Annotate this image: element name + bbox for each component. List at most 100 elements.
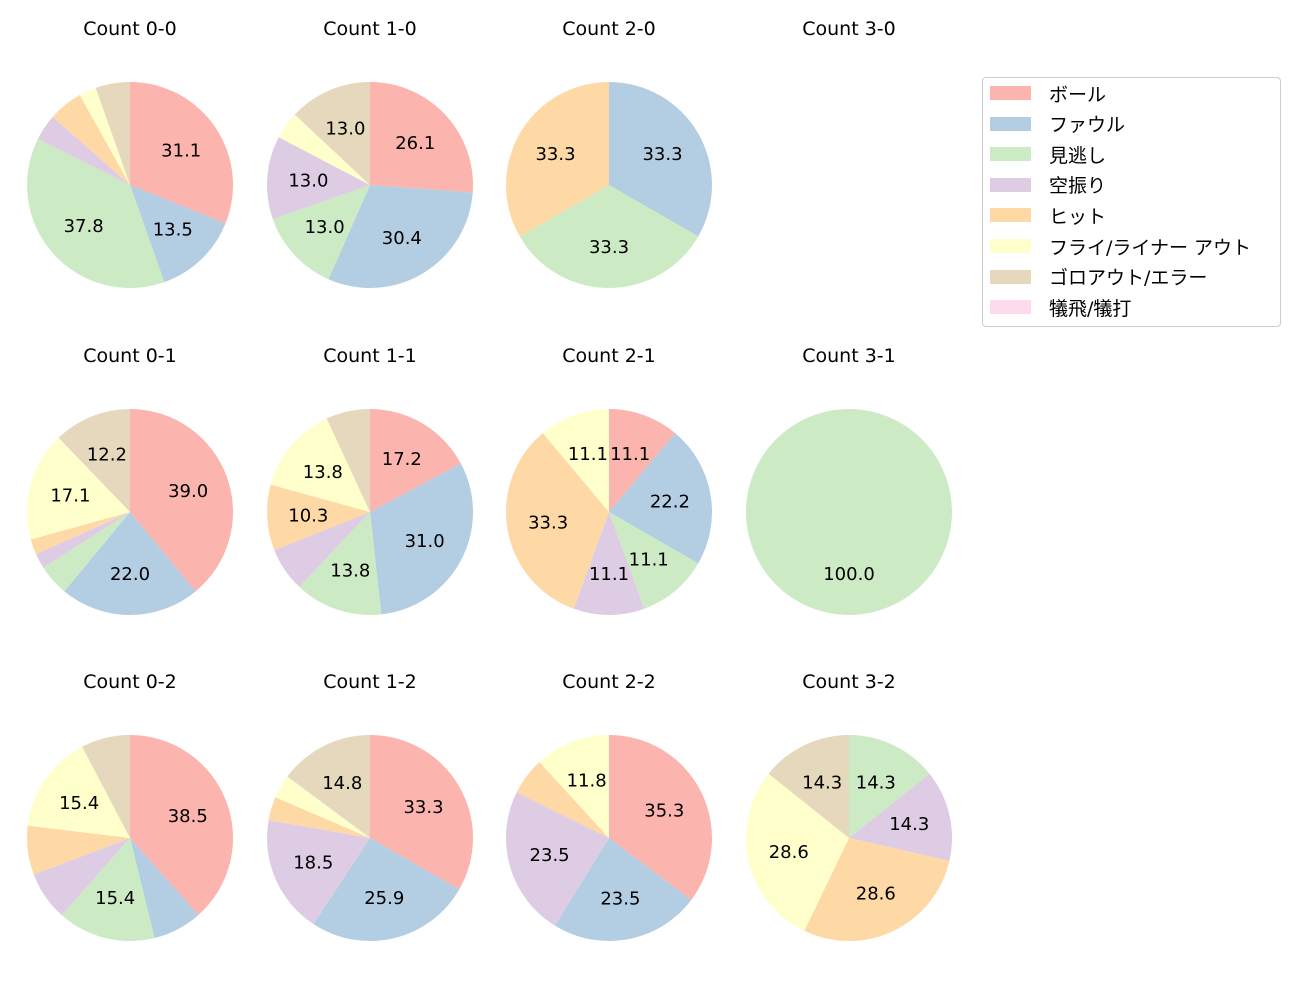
pie-slice-3 <box>33 838 130 916</box>
pie-title: Count 3-2 <box>802 671 896 693</box>
slice-label: 13.0 <box>325 118 365 139</box>
pie-slice-4 <box>804 838 950 941</box>
legend-label: ボール <box>1049 83 1107 106</box>
pie-slice-3 <box>849 773 952 861</box>
slice-label: 11.1 <box>629 549 669 570</box>
pie-slice-2 <box>849 735 930 838</box>
legend-item: ゴロアウト/エラー <box>990 266 1207 289</box>
slice-label: 13.5 <box>153 220 193 241</box>
pie-slice-5 <box>270 418 370 512</box>
pie-slice-1 <box>130 185 226 283</box>
legend-swatch <box>990 86 1031 100</box>
pie-slice-1 <box>328 185 473 289</box>
pie-slice-6 <box>95 82 130 185</box>
slice-label: 17.1 <box>50 486 90 507</box>
pie-slice-0 <box>609 735 713 901</box>
pie-title: Count 3-1 <box>802 345 896 367</box>
legend-item: ボール <box>990 82 1107 106</box>
slice-label: 23.5 <box>530 845 570 866</box>
pie-slice-6 <box>58 409 130 512</box>
slice-label: 22.2 <box>650 491 690 512</box>
slice-label: 11.1 <box>568 444 608 465</box>
pie-count-1-0: Count 1-0 26.1 30.4 13.0 13.0 13.0 <box>267 18 473 289</box>
slice-label: 11.1 <box>610 444 650 465</box>
slice-label: 28.6 <box>856 884 896 905</box>
legend-label: ヒット <box>1049 205 1107 228</box>
pie-slice-5 <box>746 773 849 931</box>
pie-title: Count 1-1 <box>323 345 417 367</box>
pie-slice-0 <box>130 735 234 916</box>
pie-slice-0 <box>370 735 473 890</box>
pie-slice-2 <box>519 185 699 288</box>
slice-label: 39.0 <box>168 481 208 502</box>
slice-label: 10.3 <box>288 505 328 526</box>
legend-label: フライ/ライナー アウト <box>1049 236 1252 259</box>
slice-label: 14.3 <box>856 772 896 793</box>
pie-title: Count 2-1 <box>562 345 656 367</box>
slice-label: 37.8 <box>64 216 104 237</box>
pie-count-3-0: Count 3-0 <box>802 18 896 40</box>
pie-slice-4 <box>268 797 370 838</box>
pie-slice-4 <box>506 82 609 237</box>
pie-slice-6 <box>768 735 849 838</box>
pie-slice-2 <box>746 409 952 615</box>
pie-slice-1 <box>370 463 473 615</box>
pie-slice-1 <box>130 838 199 939</box>
legend-item: 見逃し <box>990 143 1106 167</box>
slice-label: 33.3 <box>535 144 575 165</box>
pie-slice-5 <box>542 409 609 512</box>
slice-label: 11.8 <box>567 770 607 791</box>
pie-slice-2 <box>272 185 370 280</box>
slice-label: 33.3 <box>642 144 682 165</box>
slice-label: 28.6 <box>769 842 809 863</box>
pie-slice-2 <box>299 512 382 615</box>
pie-slice-5 <box>278 114 370 185</box>
pie-count-2-1: Count 2-111.122.211.111.133.311.1 <box>506 345 713 615</box>
pie-slice-1 <box>313 838 460 941</box>
pie-slice-1 <box>609 433 713 564</box>
pie-slice-0 <box>609 409 676 512</box>
legend: ボール ファウル 見逃し 空振り ヒット フライ/ライナー アウト ゴロアウト/エラー 犠飛/… <box>982 77 1281 327</box>
pie-slice-1 <box>554 838 692 942</box>
pie-slice-3 <box>35 512 130 568</box>
pie-slice-3 <box>267 820 370 925</box>
slice-label: 100.0 <box>823 564 875 585</box>
pie-title: Count 1-0 <box>323 18 417 40</box>
pie-slice-3 <box>37 116 130 185</box>
slice-label: 14.8 <box>322 773 362 794</box>
legend-swatch <box>990 177 1031 192</box>
pie-slice-6 <box>294 82 370 185</box>
pie-title: Count 2-2 <box>562 671 656 693</box>
slice-label: 18.5 <box>293 852 333 873</box>
slice-label: 15.4 <box>59 793 99 814</box>
legend-swatch <box>990 208 1031 223</box>
slice-label: 31.1 <box>161 140 201 161</box>
legend-item: 犠飛/犠打 <box>990 296 1131 320</box>
slice-label: 23.5 <box>600 889 640 910</box>
pie-count-1-1: Count 1-1 17.2 31.0 13.8 10.3 13.8 <box>267 345 473 615</box>
legend-swatch <box>990 239 1031 253</box>
legend-swatch <box>990 116 1031 131</box>
slice-label: 22.0 <box>110 564 150 585</box>
pie-count-2-2: Count 2-2 35.3 23.5 23.5 11.8 <box>506 671 713 942</box>
slice-label: 13.8 <box>330 561 370 582</box>
slice-label: 33.3 <box>528 513 568 534</box>
slice-label: 33.3 <box>403 797 443 818</box>
pie-slice-5 <box>79 87 130 185</box>
slice-label: 13.0 <box>305 217 345 238</box>
pie-slice-2 <box>61 838 155 942</box>
pie-count-0-1: Count 0-1 39.0 22.0 17.1 12.2 <box>26 345 233 615</box>
legend-item: ヒット <box>990 204 1107 228</box>
pie-slice-6 <box>287 735 370 838</box>
slice-label: 33.3 <box>589 237 629 258</box>
legend-swatch <box>990 147 1031 162</box>
pie-slice-4 <box>506 433 609 609</box>
pie-slice-4 <box>267 484 370 551</box>
legend-swatch <box>990 269 1031 284</box>
pie-slice-6 <box>82 735 130 838</box>
pie-title: Count 1-2 <box>323 671 417 693</box>
slice-label: 14.3 <box>889 814 929 835</box>
slice-label: 17.2 <box>382 449 422 470</box>
pie-count-2-0: Count 2-0 33.3 33.3 33.3 <box>506 18 712 288</box>
pie-slice-2 <box>609 512 699 609</box>
